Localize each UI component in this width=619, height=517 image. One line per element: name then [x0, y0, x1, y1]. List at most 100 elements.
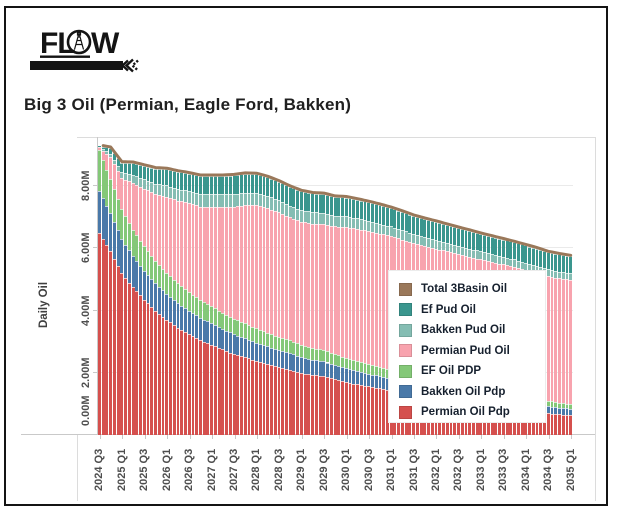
bar-segment-ef-oil-pdp[interactable] [161, 268, 165, 291]
bar-segment-permian-oil-pdp[interactable] [307, 374, 311, 435]
bar-segment-ef-oil-pdp[interactable] [169, 276, 172, 298]
bar-segment-ef-pud-oil[interactable] [449, 225, 453, 244]
bar-segment-ef-oil-pdp[interactable] [228, 316, 232, 333]
bar-segment-permian-pud-oil[interactable] [180, 201, 184, 287]
bar-segment-permian-oil-pdp[interactable] [382, 388, 386, 435]
bar-segment-ef-pud-oil[interactable] [457, 228, 460, 246]
bar-segment-ef-pud-oil[interactable] [292, 188, 296, 208]
stacked-bar[interactable] [318, 138, 322, 435]
bar-segment-permian-oil-pdp[interactable] [187, 333, 191, 435]
bar-segment-permian-pud-oil[interactable] [292, 218, 296, 342]
bar-segment-ef-pud-oil[interactable] [498, 238, 502, 257]
bar-segment-bakken-pud-oil[interactable] [195, 193, 199, 206]
bar-segment-permian-pud-oil[interactable] [105, 153, 109, 170]
stacked-bar[interactable] [554, 138, 558, 435]
bar-segment-bakken-pud-oil[interactable] [292, 207, 296, 219]
bar-segment-permian-pud-oil[interactable] [98, 147, 101, 151]
bar-segment-ef-pud-oil[interactable] [288, 186, 292, 206]
bar-segment-ef-oil-pdp[interactable] [378, 366, 382, 377]
stacked-bar[interactable] [221, 138, 225, 435]
bar-segment-bakken-pud-oil[interactable] [404, 231, 408, 241]
bar-segment-ef-pud-oil[interactable] [371, 203, 374, 222]
bar-segment-permian-oil-pdp[interactable] [356, 384, 359, 435]
bar-segment-permian-pud-oil[interactable] [112, 164, 116, 190]
bar-segment-permian-pud-oil[interactable] [169, 197, 172, 277]
bar-segment-bakken-oil-pdp[interactable] [333, 364, 337, 379]
bar-segment-permian-oil-pdp[interactable] [311, 375, 315, 435]
bar-segment-bakken-oil-pdp[interactable] [131, 256, 135, 288]
bar-segment-bakken-pud-oil[interactable] [400, 230, 404, 240]
bar-segment-bakken-oil-pdp[interactable] [337, 366, 341, 381]
bar-segment-permian-pud-oil[interactable] [131, 182, 135, 230]
stacked-bar[interactable] [288, 138, 292, 435]
stacked-bar[interactable] [333, 138, 337, 435]
bar-segment-bakken-pud-oil[interactable] [326, 213, 330, 225]
bar-segment-permian-oil-pdp[interactable] [344, 382, 348, 435]
bar-segment-bakken-pud-oil[interactable] [486, 253, 490, 262]
bar-segment-bakken-oil-pdp[interactable] [288, 353, 292, 370]
bar-segment-bakken-oil-pdp[interactable] [213, 325, 217, 347]
bar-segment-bakken-pud-oil[interactable] [415, 235, 419, 245]
legend-item-total-3basin-oil[interactable]: Total 3Basin Oil [389, 279, 545, 300]
bar-segment-bakken-oil-pdp[interactable] [322, 361, 326, 376]
bar-segment-ef-oil-pdp[interactable] [348, 358, 352, 370]
stacked-bar[interactable] [561, 138, 565, 435]
bar-segment-ef-oil-pdp[interactable] [157, 264, 161, 287]
stacked-bar[interactable] [172, 138, 176, 435]
bar-segment-permian-oil-pdp[interactable] [371, 387, 374, 435]
bar-segment-bakken-pud-oil[interactable] [371, 221, 374, 232]
bar-segment-ef-pud-oil[interactable] [374, 204, 378, 223]
bar-segment-bakken-oil-pdp[interactable] [285, 352, 288, 369]
bar-segment-permian-oil-pdp[interactable] [105, 245, 109, 435]
bar-segment-bakken-pud-oil[interactable] [135, 176, 139, 185]
stacked-bar[interactable] [374, 138, 378, 435]
bar-segment-bakken-pud-oil[interactable] [165, 185, 169, 197]
stacked-bar[interactable] [131, 138, 135, 435]
bar-segment-ef-pud-oil[interactable] [98, 145, 101, 147]
bar-segment-ef-pud-oil[interactable] [397, 210, 401, 229]
bar-segment-permian-oil-pdp[interactable] [236, 355, 240, 435]
bar-segment-bakken-oil-pdp[interactable] [262, 345, 266, 363]
bar-segment-ef-oil-pdp[interactable] [225, 314, 229, 331]
bar-segment-ef-pud-oil[interactable] [251, 174, 255, 193]
stacked-bar[interactable] [180, 138, 184, 435]
bar-segment-bakken-oil-pdp[interactable] [206, 321, 210, 344]
bar-segment-permian-pud-oil[interactable] [184, 202, 187, 289]
bar-segment-ef-pud-oil[interactable] [221, 176, 225, 195]
bar-segment-ef-oil-pdp[interactable] [180, 286, 184, 306]
bar-segment-permian-pud-oil[interactable] [258, 206, 262, 330]
bar-segment-ef-pud-oil[interactable] [550, 253, 554, 271]
bar-segment-ef-pud-oil[interactable] [285, 185, 288, 204]
bar-segment-ef-oil-pdp[interactable] [243, 323, 247, 339]
bar-segment-permian-pud-oil[interactable] [221, 206, 225, 313]
stacked-bar[interactable] [363, 138, 367, 435]
legend-item-ef-oil-pdp[interactable]: EF Oil PDP [389, 361, 545, 382]
bar-segment-ef-pud-oil[interactable] [142, 165, 146, 180]
stacked-bar[interactable] [352, 138, 356, 435]
bar-segment-bakken-oil-pdp[interactable] [352, 370, 356, 384]
bar-segment-bakken-oil-pdp[interactable] [98, 190, 101, 233]
bar-segment-permian-oil-pdp[interactable] [161, 316, 165, 435]
bar-segment-bakken-oil-pdp[interactable] [116, 230, 120, 266]
bar-segment-bakken-oil-pdp[interactable] [296, 355, 300, 372]
bar-segment-permian-pud-oil[interactable] [120, 178, 124, 210]
bar-segment-permian-pud-oil[interactable] [378, 233, 382, 367]
bar-segment-permian-pud-oil[interactable] [363, 230, 367, 363]
bar-segment-ef-pud-oil[interactable] [277, 181, 281, 201]
bar-segment-permian-oil-pdp[interactable] [348, 382, 352, 435]
stacked-bar[interactable] [247, 138, 251, 435]
bar-segment-bakken-pud-oil[interactable] [341, 216, 344, 227]
bar-segment-bakken-pud-oil[interactable] [281, 202, 285, 215]
bar-segment-permian-pud-oil[interactable] [266, 208, 270, 333]
stacked-bar[interactable] [191, 138, 195, 435]
stacked-bar[interactable] [281, 138, 285, 435]
bar-segment-ef-oil-pdp[interactable] [150, 255, 154, 279]
stacked-bar[interactable] [314, 138, 318, 435]
bar-segment-bakken-pud-oil[interactable] [382, 224, 386, 235]
bar-segment-ef-oil-pdp[interactable] [206, 304, 210, 322]
bar-segment-ef-pud-oil[interactable] [561, 255, 565, 273]
bar-segment-permian-pud-oil[interactable] [213, 206, 217, 309]
bar-segment-bakken-oil-pdp[interactable] [258, 343, 262, 362]
bar-segment-ef-pud-oil[interactable] [161, 169, 165, 185]
bar-segment-ef-oil-pdp[interactable] [554, 402, 558, 408]
